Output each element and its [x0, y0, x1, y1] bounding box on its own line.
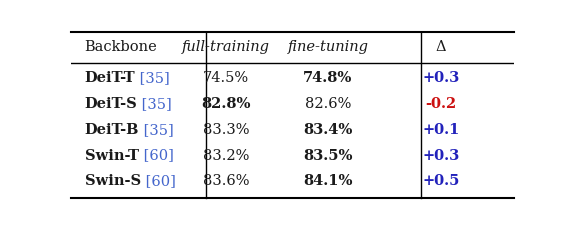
- Text: 82.6%: 82.6%: [305, 97, 351, 111]
- Text: 74.8%: 74.8%: [303, 71, 353, 85]
- Text: +0.3: +0.3: [423, 148, 460, 163]
- Text: 83.5%: 83.5%: [303, 148, 353, 163]
- Text: 83.6%: 83.6%: [203, 174, 250, 188]
- Text: full-training: full-training: [182, 40, 270, 54]
- Text: 84.1%: 84.1%: [303, 174, 353, 188]
- Text: 82.8%: 82.8%: [202, 97, 251, 111]
- Text: +0.5: +0.5: [422, 174, 460, 188]
- Text: Backbone: Backbone: [85, 40, 158, 54]
- Text: 83.2%: 83.2%: [203, 148, 250, 163]
- Text: fine-tuning: fine-tuning: [288, 40, 368, 54]
- Text: +0.3: +0.3: [423, 71, 460, 85]
- Text: -0.2: -0.2: [425, 97, 456, 111]
- Text: +0.1: +0.1: [422, 123, 460, 137]
- Text: DeiT-B: DeiT-B: [85, 123, 139, 137]
- Text: Swin-S: Swin-S: [85, 174, 141, 188]
- Text: [60]: [60]: [139, 148, 174, 163]
- Text: [35]: [35]: [139, 123, 174, 137]
- Text: 83.3%: 83.3%: [203, 123, 250, 137]
- Text: Swin-T: Swin-T: [85, 148, 139, 163]
- Text: [35]: [35]: [135, 71, 170, 85]
- Text: DeiT-T: DeiT-T: [85, 71, 135, 85]
- Text: [60]: [60]: [141, 174, 176, 188]
- Text: 74.5%: 74.5%: [203, 71, 250, 85]
- Text: [35]: [35]: [138, 97, 172, 111]
- Text: 83.4%: 83.4%: [303, 123, 353, 137]
- Text: DeiT-S: DeiT-S: [85, 97, 138, 111]
- Text: Δ: Δ: [436, 40, 446, 54]
